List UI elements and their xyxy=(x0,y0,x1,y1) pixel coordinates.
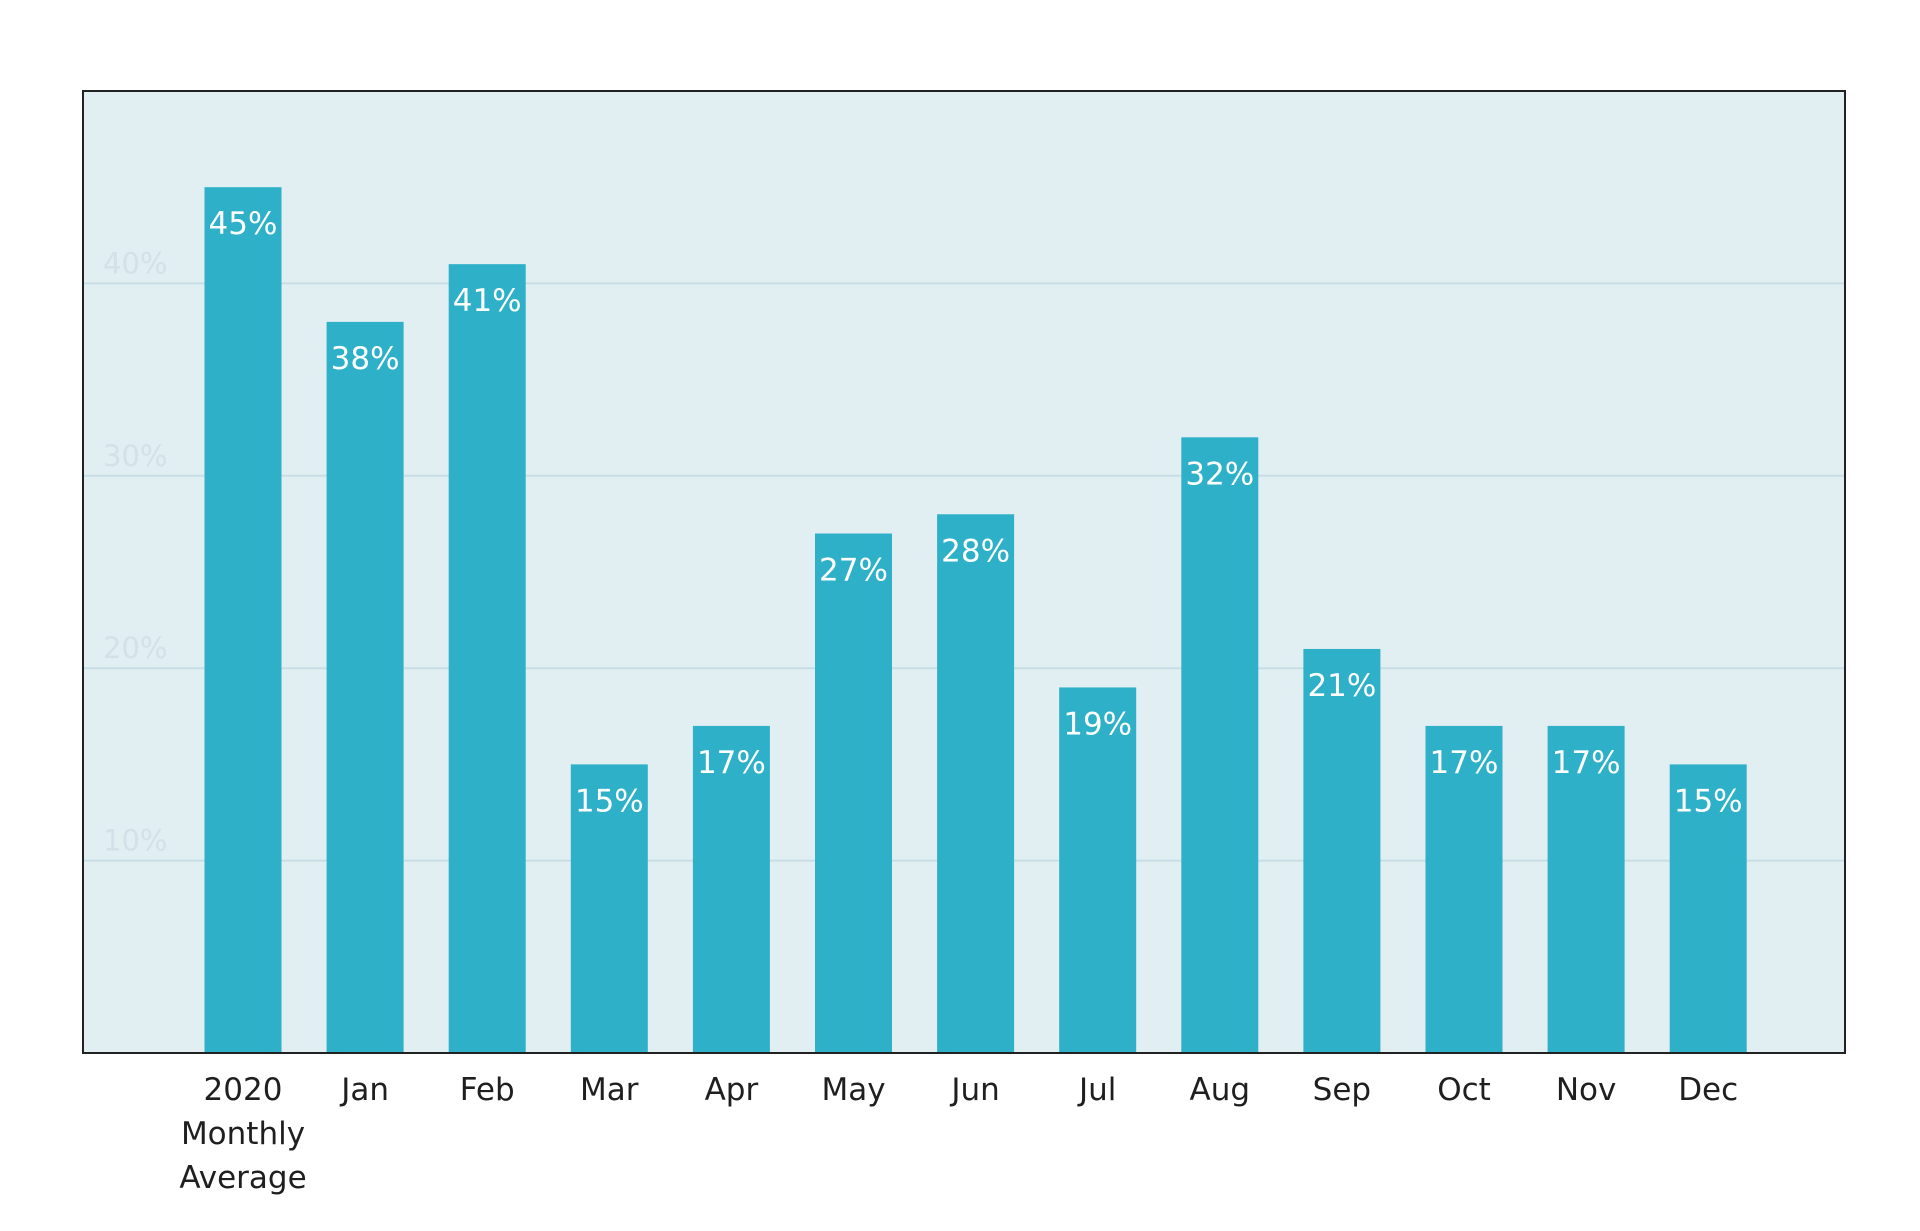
data-label: 28% xyxy=(941,533,1010,569)
x-tick-label: Jun xyxy=(949,1072,999,1108)
bar xyxy=(448,264,526,1053)
x-tick-label: Oct xyxy=(1437,1072,1491,1108)
bar xyxy=(815,533,892,1053)
data-label: 15% xyxy=(575,783,644,819)
plot-frame xyxy=(82,90,1846,1054)
x-tick-label: Nov xyxy=(1556,1072,1617,1108)
bar xyxy=(570,764,648,1053)
y-tick-label: 40% xyxy=(103,246,167,280)
bar xyxy=(1669,764,1747,1053)
data-labels: 45% 38% 41% 15% 17% 27% 28% 19% 32% 21% 17% 17% 15% xyxy=(209,206,1743,819)
y-axis-tick-labels: 10% 20% 30% 40% xyxy=(103,246,167,857)
x-tick-label: Dec xyxy=(1678,1072,1738,1108)
bar xyxy=(937,514,1015,1053)
data-label: 41% xyxy=(453,283,522,319)
bar xyxy=(204,187,282,1053)
x-tick-label: Apr xyxy=(705,1072,759,1108)
data-label: 38% xyxy=(331,341,400,377)
x-tick-label: Aug xyxy=(1190,1072,1251,1108)
x-tick-label: Jan xyxy=(339,1072,389,1108)
data-label: 45% xyxy=(209,206,278,242)
data-label: 17% xyxy=(697,745,766,781)
bar xyxy=(1425,725,1503,1053)
x-tick-label: Jul xyxy=(1077,1072,1116,1108)
x-tick-label: 2020 xyxy=(204,1072,283,1108)
y-tick-label: 10% xyxy=(103,824,167,858)
x-tick-label: May xyxy=(821,1072,885,1108)
x-tick-label: Feb xyxy=(460,1072,515,1108)
data-label: 32% xyxy=(1185,456,1254,492)
x-tick-label: Average xyxy=(179,1160,306,1196)
data-label: 19% xyxy=(1063,706,1132,742)
bar xyxy=(326,321,404,1053)
y-tick-label: 20% xyxy=(103,631,167,665)
y-tick-label: 30% xyxy=(103,439,167,473)
data-label: 21% xyxy=(1307,668,1376,704)
x-tick-label: Sep xyxy=(1313,1072,1371,1108)
x-tick-label: Mar xyxy=(580,1072,639,1108)
bar xyxy=(1181,437,1259,1053)
bar xyxy=(692,725,770,1053)
bar xyxy=(1059,687,1137,1053)
data-label: 17% xyxy=(1430,745,1499,781)
data-label: 17% xyxy=(1552,745,1621,781)
data-label: 15% xyxy=(1674,783,1743,819)
bars xyxy=(204,187,1747,1053)
bar xyxy=(1547,725,1625,1053)
bar xyxy=(1303,648,1381,1053)
data-label: 27% xyxy=(819,553,888,589)
x-axis-category-labels: 2020 Monthly Average Jan Feb Mar Apr May Jun Jul A… xyxy=(179,1072,1738,1196)
x-tick-label: Monthly xyxy=(181,1116,305,1152)
